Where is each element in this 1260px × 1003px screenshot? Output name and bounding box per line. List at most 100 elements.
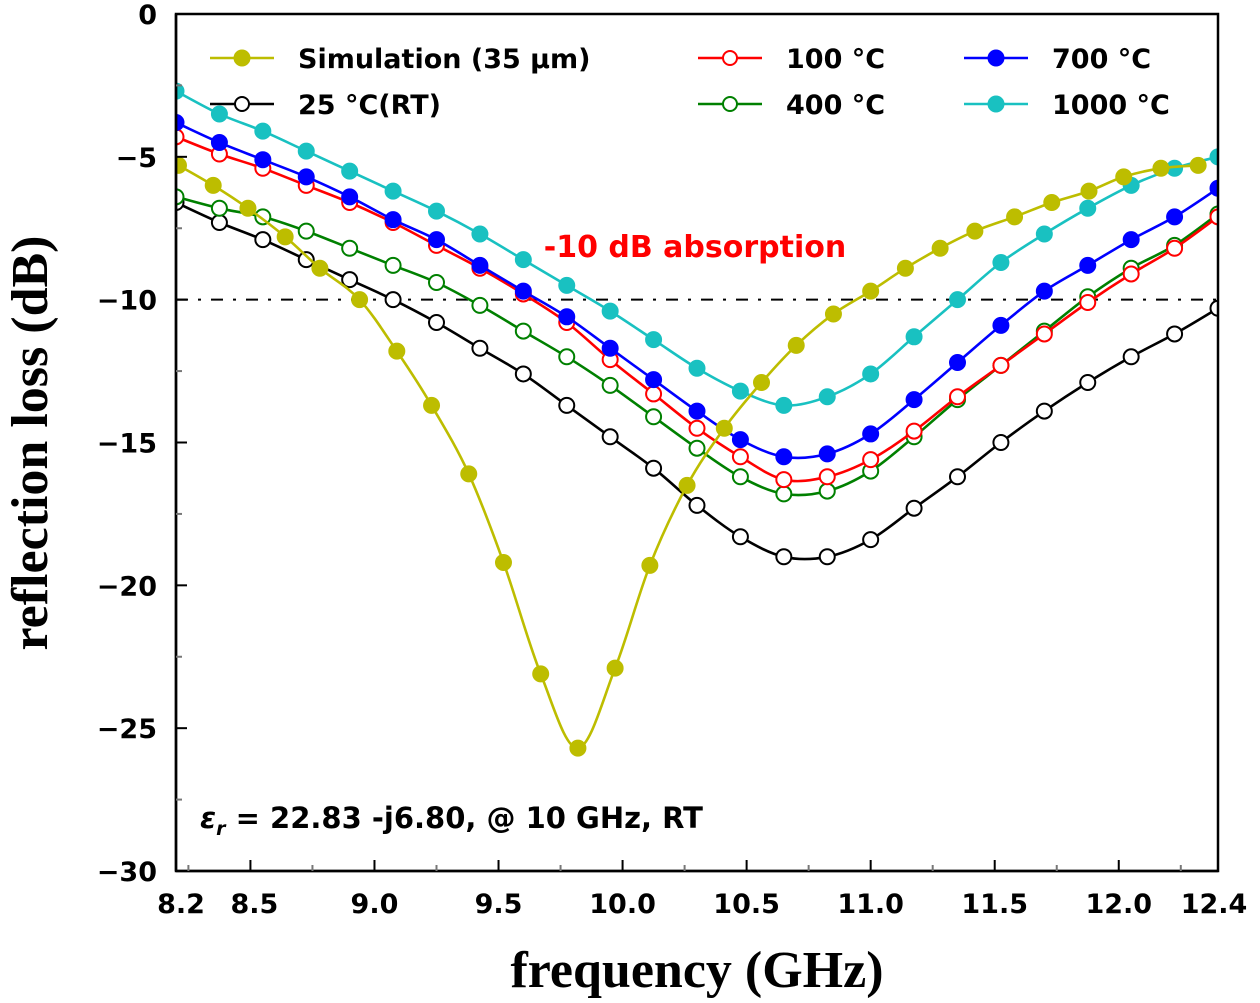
data-point-700-c [862, 425, 880, 443]
data-point-700-c [210, 134, 228, 152]
data-point-1000-c [949, 291, 966, 309]
data-point-700-c [254, 151, 272, 169]
data-point-700-c [818, 445, 836, 463]
data-point-100-c [905, 422, 923, 440]
series-group [176, 82, 1218, 757]
data-point-700-c [428, 231, 445, 249]
data-point-25-c-rt [862, 531, 880, 549]
data-point-25-c-rt [428, 314, 445, 332]
data-point-1000-c [297, 142, 315, 160]
data-point-400-c [645, 408, 663, 426]
x-tick-label: 9.0 [351, 889, 399, 920]
data-point-100-c [731, 448, 749, 466]
data-point-simulation-35-m [931, 239, 949, 257]
data-point-400-c [428, 274, 445, 292]
data-point-100-c [818, 468, 836, 486]
y-tick-label: −15 [97, 429, 157, 460]
data-point-1000-c [558, 276, 576, 294]
legend-item: 100 °C [698, 44, 885, 75]
data-point-400-c [818, 482, 836, 500]
data-point-25-c-rt [992, 434, 1010, 451]
data-point-400-c [297, 222, 315, 240]
data-point-25-c-rt [341, 271, 359, 289]
legend-label: 700 °C [1052, 44, 1151, 75]
data-point-simulation-35-m [715, 419, 733, 437]
data-point-1000-c [384, 182, 402, 200]
data-point-400-c [731, 468, 749, 486]
legend-item: 700 °C [964, 44, 1151, 75]
data-point-100-c [1166, 239, 1184, 257]
data-point-400-c [384, 256, 402, 274]
data-point-700-c [905, 391, 923, 409]
data-point-simulation-35-m [351, 291, 369, 309]
data-point-25-c-rt [775, 548, 793, 566]
data-point-simulation-35-m [494, 553, 512, 571]
x-tick-label: 9.5 [475, 889, 523, 920]
data-point-100-c [176, 128, 185, 146]
data-point-700-c [1209, 179, 1218, 197]
epsilon-subscript: r [216, 818, 227, 840]
data-point-simulation-35-m [1189, 156, 1207, 174]
data-point-400-c [341, 239, 359, 257]
data-point-1000-c [818, 388, 836, 406]
data-point-100-c [1209, 208, 1218, 226]
data-point-400-c [471, 296, 489, 314]
legend-marker [722, 96, 738, 112]
data-point-1000-c [1209, 148, 1218, 166]
data-point-700-c [992, 316, 1010, 334]
data-point-25-c-rt [297, 251, 315, 269]
data-point-simulation-35-m [423, 396, 441, 414]
data-point-25-c-rt [558, 396, 576, 414]
y-tick-label: −30 [97, 857, 157, 888]
absorption-annotation: -10 dB absorption [544, 230, 846, 265]
data-point-25-c-rt [645, 459, 663, 477]
data-point-simulation-35-m [569, 739, 587, 757]
data-point-700-c [558, 308, 576, 326]
legend-item: 400 °C [698, 90, 885, 121]
x-tick-label: 10.5 [713, 889, 780, 920]
legend-label: 400 °C [786, 90, 885, 121]
permittivity-annotation: εr = 22.83 -j6.80, @ 10 GHz, RT [200, 801, 703, 840]
data-point-700-c [1079, 256, 1097, 274]
data-point-400-c [775, 485, 793, 503]
data-point-100-c [645, 385, 663, 403]
data-point-25-c-rt [1209, 299, 1218, 317]
data-point-100-c [688, 419, 706, 437]
data-point-400-c [514, 322, 532, 340]
data-point-simulation-35-m [606, 659, 624, 677]
x-axis: 8.2 8.5 9.0 9.5 10.0 10.5 11.0 11.5 12.0 12.4 [157, 860, 1247, 920]
data-point-400-c [558, 348, 576, 366]
data-point-700-c [341, 188, 359, 206]
data-point-25-c-rt [905, 499, 923, 517]
legend-label: Simulation (35 μm) [298, 44, 591, 75]
data-point-100-c [949, 388, 966, 406]
x-tick-label: 12.4 [1181, 889, 1248, 920]
data-point-simulation-35-m [1115, 168, 1133, 186]
series-1000-c [176, 82, 1218, 414]
y-tick-label: 0 [138, 0, 157, 31]
permittivity-value: = 22.83 -j6.80, @ 10 GHz, RT [226, 801, 704, 835]
y-tick-label: −20 [97, 571, 157, 602]
data-point-simulation-35-m [641, 556, 659, 574]
data-point-400-c [601, 376, 619, 394]
data-point-400-c [176, 188, 185, 206]
legend-marker [234, 96, 250, 112]
data-point-simulation-35-m [276, 228, 294, 246]
data-point-1000-c [1035, 225, 1053, 243]
data-point-1000-c [862, 365, 880, 383]
data-point-1000-c [428, 202, 445, 220]
data-point-simulation-35-m [1043, 194, 1061, 212]
x-tick-label: 11.0 [837, 889, 904, 920]
data-point-25-c-rt [949, 468, 966, 486]
data-point-700-c [1166, 208, 1184, 226]
data-point-1000-c [514, 251, 532, 269]
data-point-25-c-rt [471, 339, 489, 357]
data-point-25-c-rt [210, 214, 228, 232]
data-point-simulation-35-m [1006, 208, 1024, 226]
x-tick-label: 8.5 [231, 889, 279, 920]
data-point-simulation-35-m [862, 282, 880, 300]
data-point-simulation-35-m [824, 305, 842, 323]
data-point-1000-c [210, 105, 228, 123]
data-point-25-c-rt [1079, 374, 1097, 392]
